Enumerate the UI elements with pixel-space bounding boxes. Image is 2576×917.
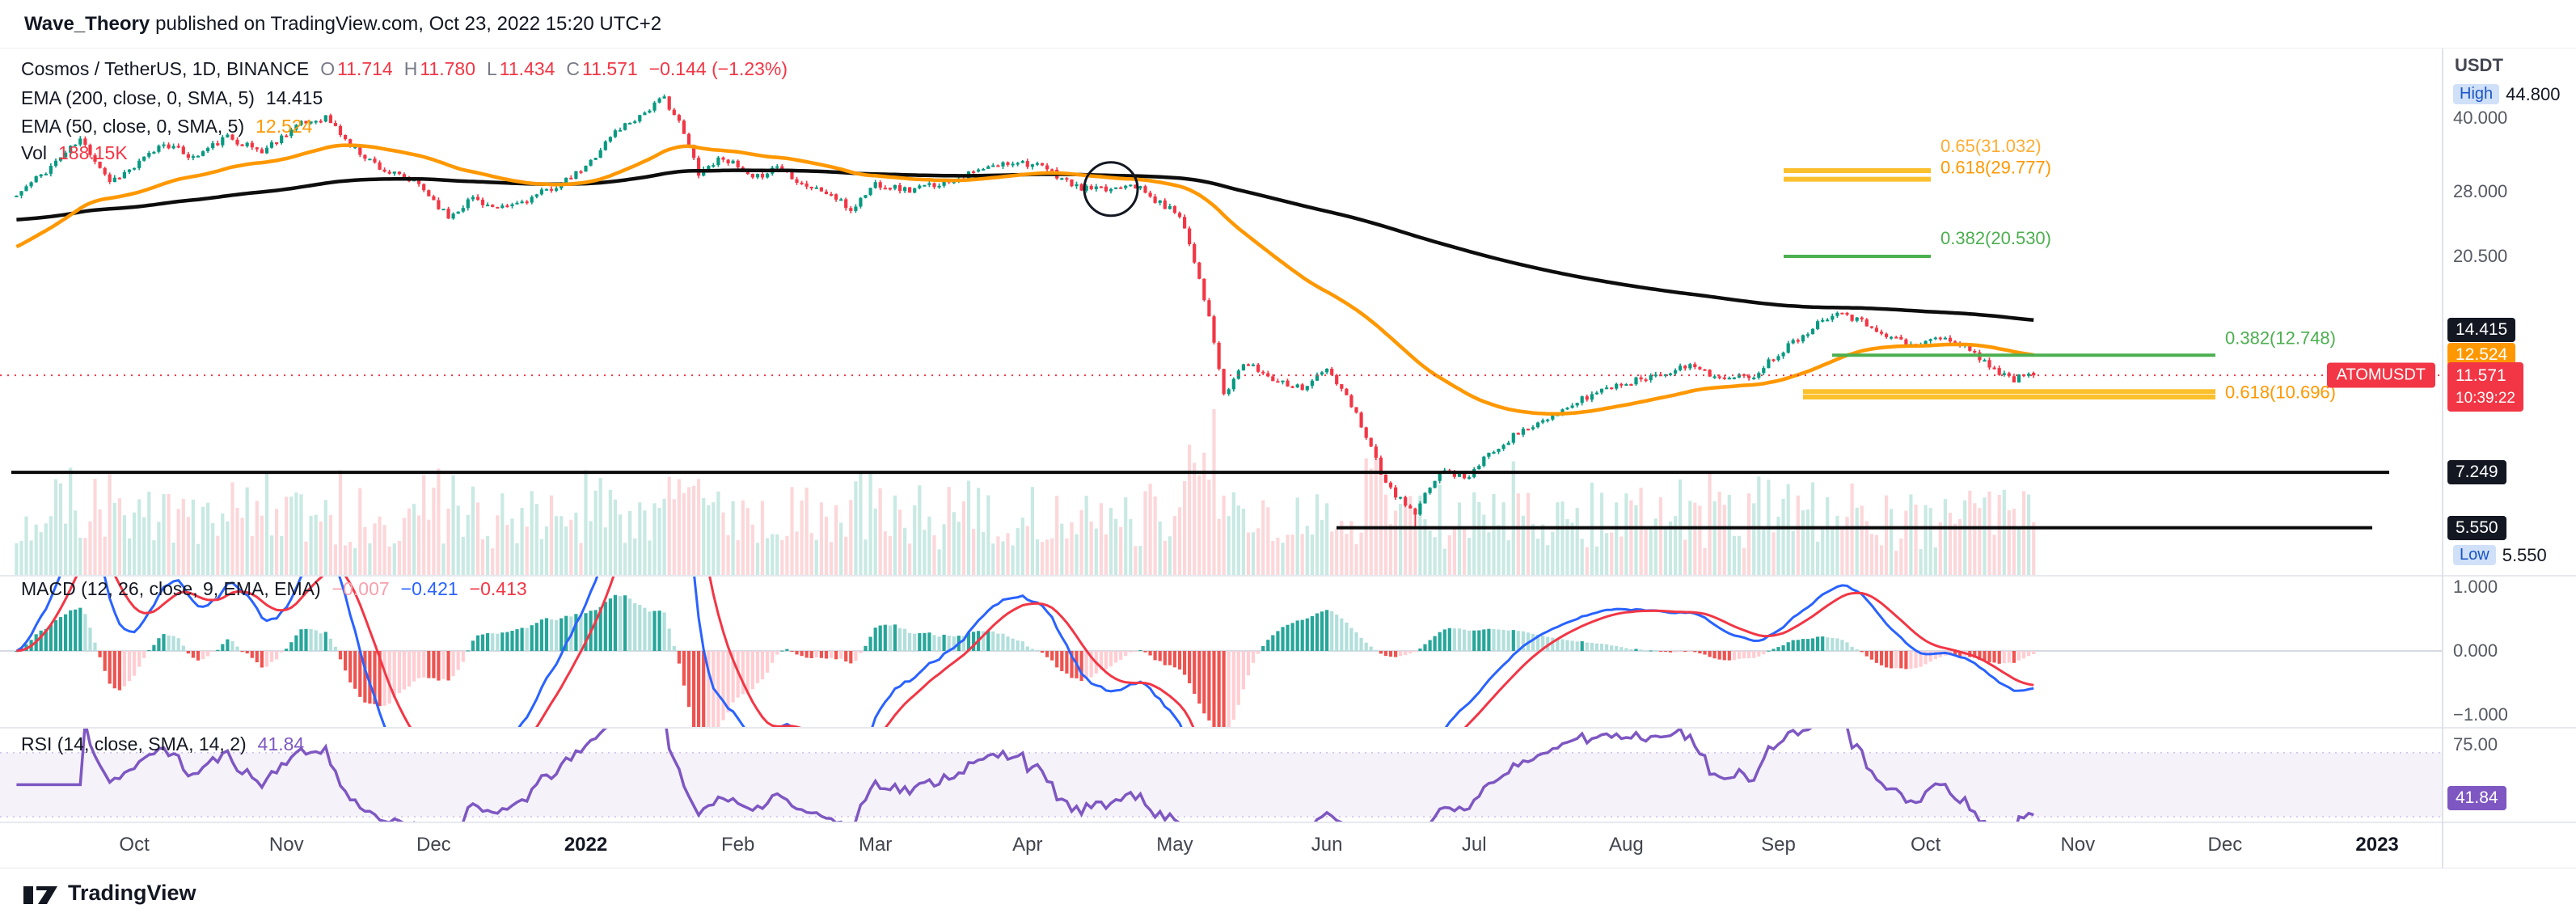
volume-label[interactable]: Vol (21, 142, 47, 163)
ema200-legend: EMA (200, close, 0, SMA, 5) 14.415 (21, 87, 323, 108)
time-axis-label: Sep (1761, 833, 1796, 856)
ema200-label[interactable]: EMA (200, close, 0, SMA, 5) (21, 87, 255, 108)
macd-scale-label: 1.000 (2453, 577, 2498, 597)
time-axis-label: Oct (1910, 833, 1941, 856)
scale-high-row: High 44.800 (2453, 84, 2560, 105)
svg-text:0.382(12.748): 0.382(12.748) (2225, 328, 2336, 348)
pane-separator[interactable] (0, 575, 2576, 577)
pane-separator[interactable] (0, 727, 2576, 729)
macd-signal-value: −0.413 (469, 578, 527, 599)
ema50-legend: EMA (50, close, 0, SMA, 5) 12.524 (21, 116, 312, 137)
time-axis-label: 2022 (564, 833, 608, 856)
high-value: 11.780 (420, 58, 475, 79)
rsi-label[interactable]: RSI (14, close, SMA, 14, 2) (21, 733, 247, 754)
volume-value: 188.15K (57, 142, 128, 163)
time-axis-label: Oct (119, 833, 150, 856)
attribution-text: published on TradingView.com, Oct 23, 20… (155, 12, 662, 35)
svg-text:0.382(20.530): 0.382(20.530) (1940, 228, 2051, 248)
price-scale-badge: 14.415 (2447, 317, 2516, 342)
price-scale-badge: 7.249 (2447, 460, 2506, 485)
open-group: O 11.714 (320, 58, 393, 79)
rsi-legend: RSI (14, close, SMA, 14, 2) 41.84 (21, 733, 304, 754)
time-axis-label: May (1156, 833, 1193, 856)
ema200-value: 14.415 (265, 87, 323, 108)
ema50-value: 12.524 (255, 116, 313, 137)
price-scale[interactable]: USDT High 44.800 40.000 28.000 20.500 14.415 1… (2442, 49, 2576, 868)
macd-scale-label: −1.000 (2453, 704, 2508, 725)
macd-pane[interactable] (0, 575, 2442, 727)
macd-scale-label: 0.000 (2453, 640, 2498, 661)
svg-text:0.618(29.777): 0.618(29.777) (1940, 158, 2051, 178)
high-group: H 11.780 (403, 58, 475, 79)
time-axis[interactable]: Oct Nov Dec 2022 Feb Mar Apr May Jun Jul Aug Sep Oct… (0, 822, 2442, 868)
tradingview-logo-icon[interactable] (23, 881, 58, 905)
macd-line-value: −0.421 (400, 578, 458, 599)
rsi-value: 41.84 (257, 733, 305, 754)
rsi-scale-label: 75.00 (2453, 733, 2498, 754)
time-axis-label: Apr (1012, 833, 1043, 856)
footer-bar: TradingView (0, 868, 2576, 917)
time-axis-label: Mar (858, 833, 893, 856)
author-link[interactable]: Wave_Theory (24, 12, 150, 35)
open-value: 11.714 (337, 58, 393, 79)
low-group: L 11.434 (486, 58, 555, 79)
chart-container: 0.65(31.032) 0.618(29.777) 0.382(20.530) 0.… (0, 49, 2576, 868)
time-axis-separator (0, 822, 2576, 823)
rsi-pane[interactable] (0, 727, 2442, 822)
svg-text:0.618(10.696): 0.618(10.696) (2225, 382, 2336, 402)
rsi-value-badge: 41.84 (2447, 785, 2506, 810)
time-axis-label: Jun (1311, 833, 1343, 856)
price-scale-label: 40.000 (2453, 107, 2508, 128)
time-axis-label: Aug (1609, 833, 1644, 856)
time-axis-label: 2023 (2355, 833, 2399, 856)
price-scale-label: 20.500 (2453, 246, 2508, 267)
time-axis-label: Nov (268, 833, 304, 856)
time-axis-label: Feb (721, 833, 755, 856)
time-axis-label: Nov (2060, 833, 2096, 856)
ema50-label[interactable]: EMA (50, close, 0, SMA, 5) (21, 116, 245, 137)
tradingview-brand-link[interactable]: TradingView (68, 880, 196, 905)
price-scale-label: 28.000 (2453, 181, 2508, 202)
symbol-price-label-text: ATOMUSDT (2336, 366, 2426, 384)
low-value: 11.434 (499, 58, 555, 79)
scale-currency-label: USDT (2455, 55, 2503, 75)
macd-label[interactable]: MACD (12, 26, close, 9, EMA, EMA) (21, 578, 321, 599)
svg-text:0.65(31.032): 0.65(31.032) (1940, 136, 2042, 156)
symbol-title[interactable]: Cosmos / TetherUS, 1D, BINANCE (21, 58, 310, 79)
symbol-price-label: ATOMUSDT (2326, 362, 2435, 388)
price-pane[interactable]: 0.65(31.032)0.618(29.777) 0.382(20.530) 0.… (0, 49, 2442, 575)
scale-low-row: Low 5.550 (2453, 545, 2547, 566)
symbol-legend: Cosmos / TetherUS, 1D, BINANCE O 11.714 H… (21, 58, 788, 79)
macd-hist-value: −0.007 (332, 578, 390, 599)
close-value: 11.571 (582, 58, 638, 79)
last-price-value: 11.571 (2456, 366, 2506, 386)
time-axis-label: Dec (2207, 833, 2243, 856)
close-group: C 11.571 (566, 58, 638, 79)
time-axis-label: Jul (1461, 833, 1487, 856)
time-axis-label: Dec (416, 833, 451, 856)
last-price-badge: 11.571 10:39:22 (2447, 362, 2523, 412)
price-scale-badge: 5.550 (2447, 515, 2506, 540)
volume-legend: Vol 188.15K (21, 142, 128, 163)
macd-legend: MACD (12, 26, close, 9, EMA, EMA) −0.007… (21, 578, 527, 599)
attribution-bar: Wave_Theory published on TradingView.com… (0, 0, 2576, 49)
bar-countdown: 10:39:22 (2456, 390, 2515, 408)
change-value: −0.144 (−1.23%) (648, 58, 788, 79)
